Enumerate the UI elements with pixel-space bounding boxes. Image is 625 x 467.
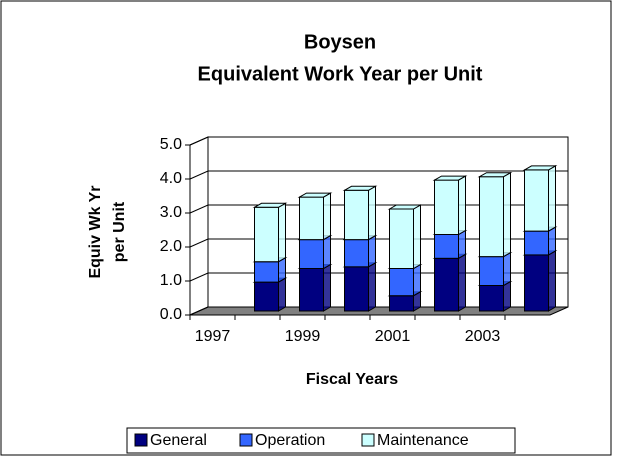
legend-swatch (134, 433, 148, 447)
y-axis-title: Equiv Wk Yr (87, 185, 104, 278)
y-axis-title: per Unit (111, 201, 128, 262)
bar-face (368, 261, 376, 312)
bar (342, 261, 378, 312)
bar (432, 253, 468, 312)
y-tick-label: 3.0 (160, 204, 182, 221)
bar-face (368, 234, 376, 268)
bar-face (323, 192, 331, 241)
bar (342, 185, 378, 241)
bar-face (503, 251, 511, 287)
bar-face (458, 175, 466, 236)
bar-face (434, 257, 459, 312)
bar-face (503, 280, 511, 312)
bar-face (342, 185, 378, 191)
bar-face (389, 268, 414, 297)
bar-face (254, 206, 279, 263)
bar-face (323, 263, 331, 312)
y-tick-label: 2.0 (160, 238, 182, 255)
bar-face (254, 281, 279, 312)
bar-face (548, 250, 556, 312)
bar-face (432, 175, 468, 181)
legend-label: Maintenance (377, 432, 469, 449)
x-axis-title: Fiscal Years (306, 371, 398, 388)
bar-face (252, 202, 288, 208)
bar (252, 202, 288, 263)
bar-face (524, 254, 549, 312)
bar-face (458, 253, 466, 312)
bar (342, 234, 378, 268)
bar-face (344, 189, 369, 241)
y-tick-label: 1.0 (160, 272, 182, 289)
bar (297, 192, 333, 241)
bar-face (413, 204, 421, 270)
bar-face (344, 239, 369, 268)
bar (477, 171, 513, 258)
bar-face (477, 172, 513, 178)
y-tick-label: 5.0 (160, 136, 182, 153)
bar-face (299, 268, 324, 312)
y-tick-label: 0.0 (160, 306, 182, 323)
bar (297, 263, 333, 312)
bar-face (278, 202, 286, 263)
bar (252, 277, 288, 312)
x-tick-label: 2001 (375, 328, 411, 345)
bar (477, 251, 513, 287)
x-tick-label: 1997 (195, 328, 231, 345)
legend-swatch (239, 433, 253, 447)
bar-face (299, 239, 324, 270)
legend-label: General (150, 432, 207, 449)
bar-face (548, 226, 556, 256)
bar-face (479, 256, 504, 287)
bar-face (368, 185, 376, 241)
legend-label: Operation (255, 432, 325, 449)
bar (432, 175, 468, 236)
grid-line (189, 136, 568, 146)
bar-face (254, 261, 279, 283)
bar-face (524, 230, 549, 256)
bar (522, 250, 558, 312)
bar (522, 165, 558, 232)
bar-face (297, 192, 333, 198)
grid-line (189, 170, 568, 180)
bar-face (548, 165, 556, 232)
bar-face (479, 285, 504, 312)
bar-face (434, 234, 459, 259)
y-tick-label: 4.0 (160, 170, 182, 187)
bar-face (522, 165, 558, 171)
bar-face (323, 234, 331, 270)
legend-swatch (361, 433, 375, 447)
bar (297, 234, 333, 270)
bar-face (387, 204, 423, 210)
x-tick-label: 2003 (465, 328, 501, 345)
bar-face (389, 295, 414, 312)
bar-face (434, 179, 459, 236)
bar-face (389, 208, 414, 269)
chart-title: Equivalent Work Year per Unit (198, 63, 483, 85)
bar-face (503, 171, 511, 258)
bar-face (458, 229, 466, 260)
bar-face (524, 169, 549, 232)
x-tick-label: 1999 (285, 328, 321, 345)
bar (387, 204, 423, 270)
bar (387, 263, 423, 297)
bar-face (479, 176, 504, 258)
legend (126, 427, 516, 454)
chart-title: Boysen (304, 31, 376, 53)
bar-face (344, 266, 369, 312)
bar-face (278, 277, 286, 312)
bar-face (299, 196, 324, 241)
floor (189, 306, 569, 316)
bar-face (413, 263, 421, 297)
side-wall (189, 136, 209, 316)
